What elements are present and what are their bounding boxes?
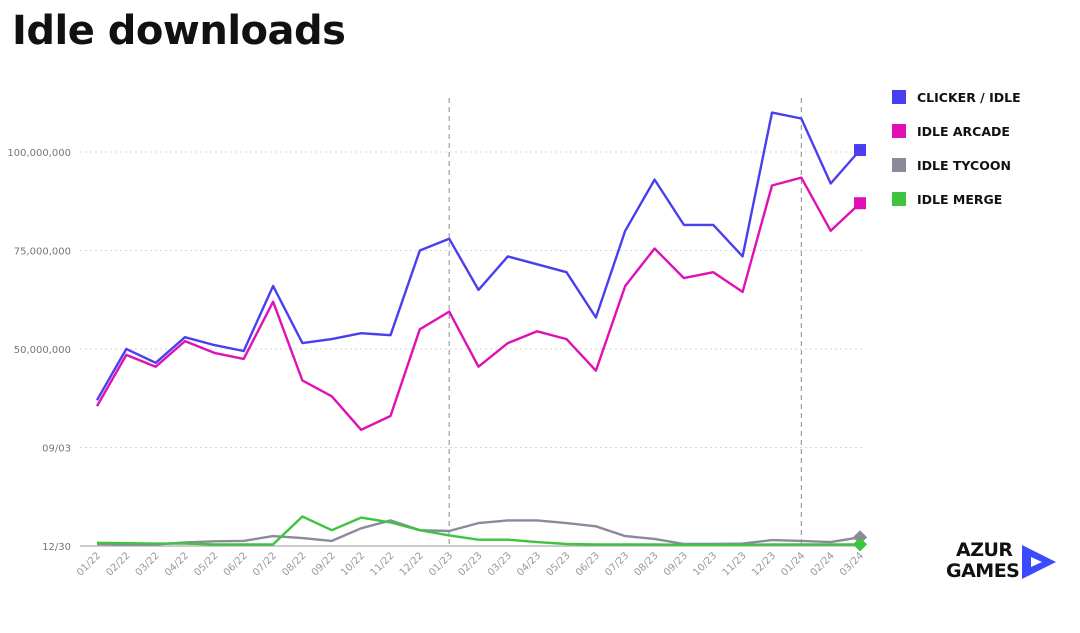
- x-tick-label: 12/23: [750, 550, 778, 578]
- series-end-markers: [852, 144, 868, 552]
- legend-label: CLICKER / IDLE: [917, 89, 1021, 105]
- x-tick-label: 05/22: [192, 550, 220, 578]
- end-marker: [852, 530, 868, 545]
- x-tick-label: 12/22: [398, 550, 426, 578]
- x-tick-label: 01/24: [779, 550, 807, 578]
- x-tick-label: 08/23: [633, 550, 661, 578]
- logo-text-line2: GAMES: [946, 560, 1020, 582]
- legend-item-clicker-idle: CLICKER / IDLE: [892, 80, 1021, 114]
- play-triangle-icon: [1022, 545, 1056, 579]
- x-tick-label: 04/23: [515, 550, 543, 578]
- x-tick-label: 08/22: [280, 550, 308, 578]
- gridlines: [80, 151, 862, 547]
- y-axis-labels: 12/30 09/03 50,000,000 75,000,000 100,000,00…: [7, 148, 71, 553]
- x-tick-label: 03/23: [486, 550, 514, 578]
- reference-lines: [448, 98, 802, 546]
- x-tick-label: 02/24: [809, 550, 837, 578]
- x-tick-label: 10/23: [691, 550, 719, 578]
- series-line-idle-merge: [96, 515, 860, 546]
- x-tick-label: 01/23: [427, 550, 455, 578]
- x-tick-label: 06/23: [574, 550, 602, 578]
- x-tick-label: 01/22: [75, 550, 103, 578]
- series-lines: [95, 111, 861, 546]
- logo-text-line1: AZUR: [956, 539, 1013, 561]
- x-tick-label: 07/23: [603, 550, 631, 578]
- legend-item-idle-arcade: IDLE ARCADE: [892, 114, 1021, 148]
- legend-label: IDLE TYCOON: [917, 157, 1011, 173]
- x-tick-label: 09/22: [310, 550, 338, 578]
- x-tick-label: 11/22: [368, 550, 396, 578]
- legend-label: IDLE MERGE: [917, 191, 1003, 207]
- page-title: Idle downloads: [12, 8, 346, 54]
- end-marker: [852, 537, 868, 552]
- y-tick-label: 50,000,000: [14, 345, 71, 356]
- legend-swatch: [892, 192, 906, 206]
- legend: CLICKER / IDLE IDLE ARCADE IDLE TYCOON I…: [892, 80, 1021, 216]
- end-marker: [854, 144, 866, 157]
- series-line-clicker-idle: [95, 111, 861, 401]
- y-tick-label: 100,000,000: [7, 148, 71, 159]
- x-tick-label: 07/22: [251, 550, 279, 578]
- legend-label: IDLE ARCADE: [917, 123, 1010, 139]
- x-tick-label: 03/24: [838, 550, 866, 578]
- y-tick-label: 12/30: [42, 542, 71, 553]
- x-tick-label: 02/22: [104, 550, 132, 578]
- x-tick-label: 09/23: [662, 550, 690, 578]
- series-line-idle-arcade: [95, 176, 861, 431]
- end-marker: [854, 197, 866, 210]
- x-tick-label: 05/23: [544, 550, 572, 578]
- legend-item-idle-merge: IDLE MERGE: [892, 182, 1021, 216]
- azur-games-logo: AZUR GAMES: [942, 540, 1062, 582]
- legend-swatch: [892, 90, 906, 104]
- legend-swatch: [892, 124, 906, 138]
- x-tick-label: 04/22: [163, 550, 191, 578]
- x-tick-label: 03/22: [134, 550, 162, 578]
- legend-item-idle-tycoon: IDLE TYCOON: [892, 148, 1021, 182]
- x-axis-labels: 01/22 02/22 03/22 04/22 05/22 06/22 07/22 08/22…: [75, 550, 866, 578]
- x-tick-label: 06/22: [222, 550, 250, 578]
- x-tick-label: 02/23: [456, 550, 484, 578]
- x-tick-label: 10/22: [339, 550, 367, 578]
- y-tick-label: 09/03: [42, 444, 71, 455]
- x-tick-label: 11/23: [721, 550, 749, 578]
- y-tick-label: 75,000,000: [14, 247, 71, 258]
- legend-swatch: [892, 158, 906, 172]
